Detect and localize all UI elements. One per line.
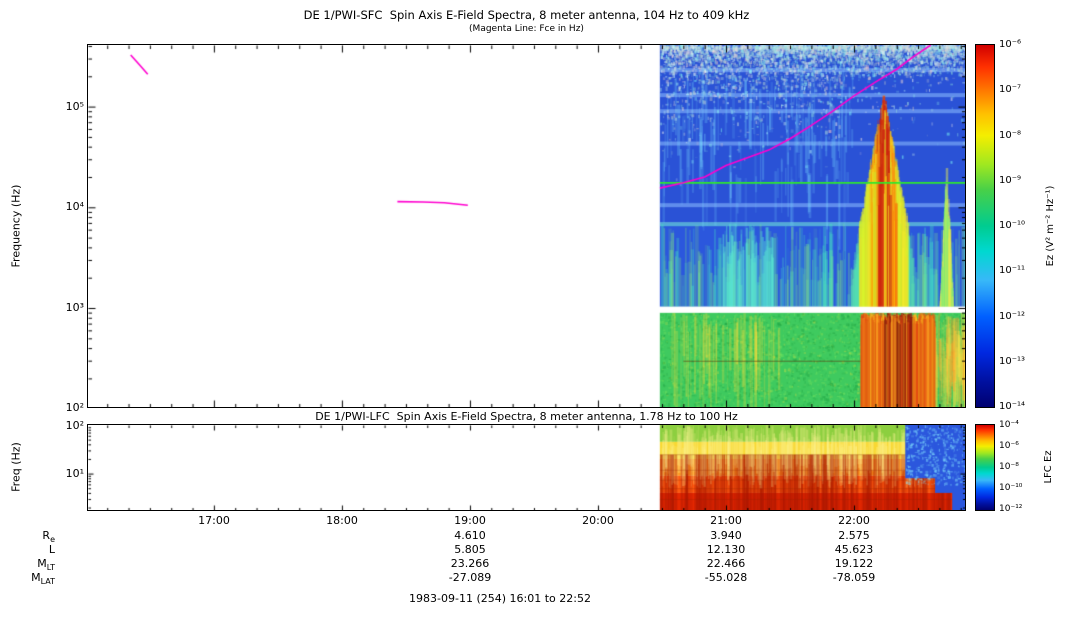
sfc-panel (87, 44, 966, 408)
xtick: 18:00 (326, 514, 358, 527)
xtick: 19:00 (454, 514, 486, 527)
ephemeris-row-label: L (48, 543, 55, 556)
lfc-cbar-tick: 10⁻¹² (999, 504, 1023, 514)
lfc-spectrogram (88, 425, 965, 510)
sfc-cbar-tick: 10⁻¹⁰ (999, 220, 1026, 231)
sfc-ytick: 10⁵ (65, 100, 84, 113)
ephemeris-value: 3.940 (710, 529, 742, 542)
ephemeris-row-label: MLAT (31, 571, 55, 587)
ephemeris-value: 2.575 (838, 529, 870, 542)
sfc-cbar-tick: 10⁻¹³ (999, 356, 1026, 367)
ephemeris-value: -78.059 (832, 571, 876, 584)
lfc-yaxis-label: Freq (Hz) (9, 442, 23, 492)
sfc-ytick: 10³ (65, 301, 84, 314)
sfc-colorbar (975, 44, 995, 408)
lfc-cbar-tick: 10⁻⁸ (999, 462, 1019, 472)
lfc-title: DE 1/PWI-LFC Spin Axis E-Field Spectra, … (315, 410, 738, 423)
sfc-cbar-tick: 10⁻⁷ (999, 84, 1022, 95)
ephemeris-value: 22.466 (706, 557, 746, 570)
ephemeris-value: -55.028 (704, 571, 748, 584)
sfc-spectrogram (88, 45, 965, 407)
ephemeris-value: 4.610 (454, 529, 486, 542)
xtick: 20:00 (582, 514, 614, 527)
sfc-subtitle: (Magenta Line: Fce in Hz) (469, 24, 584, 34)
xtick: 22:00 (838, 514, 870, 527)
footer-date-range: 1983-09-11 (254) 16:01 to 22:52 (409, 592, 591, 605)
ephemeris-value: 19.122 (834, 557, 874, 570)
ephemeris-value: 12.130 (706, 543, 746, 556)
lfc-cbar-tick: 10⁻⁴ (999, 420, 1019, 430)
sfc-cbar-tick: 10⁻¹⁴ (999, 401, 1026, 412)
ephemeris-value: 23.266 (450, 557, 490, 570)
lfc-ytick: 10² (65, 419, 84, 432)
sfc-cbar-tick: 10⁻¹¹ (999, 265, 1026, 276)
sfc-cbar-tick: 10⁻⁹ (999, 175, 1022, 186)
sfc-cbar-tick: 10⁻⁸ (999, 130, 1022, 141)
ephemeris-value: -27.089 (448, 571, 492, 584)
ephemeris-row-label: Re (42, 529, 55, 545)
sfc-colorbar-label: Ez (V² m⁻² Hz⁻¹) (1045, 185, 1056, 267)
lfc-colorbar (975, 424, 995, 511)
sfc-ytick: 10² (65, 401, 84, 414)
sfc-cbar-tick: 10⁻¹² (999, 311, 1026, 322)
xtick: 17:00 (198, 514, 230, 527)
lfc-ytick: 10¹ (65, 467, 84, 480)
sfc-cbar-tick: 10⁻⁶ (999, 39, 1022, 50)
lfc-panel (87, 424, 966, 511)
sfc-yaxis-label: Frequency (Hz) (9, 184, 23, 268)
lfc-cbar-tick: 10⁻⁶ (999, 441, 1019, 451)
ephemeris-value: 45.623 (834, 543, 874, 556)
sfc-ytick: 10⁴ (65, 200, 84, 213)
lfc-cbar-tick: 10⁻¹⁰ (999, 483, 1023, 493)
ephemeris-row-label: MLT (37, 557, 55, 573)
ephemeris-value: 5.805 (454, 543, 486, 556)
xtick: 21:00 (710, 514, 742, 527)
sfc-title: DE 1/PWI-SFC Spin Axis E-Field Spectra, … (303, 8, 750, 22)
